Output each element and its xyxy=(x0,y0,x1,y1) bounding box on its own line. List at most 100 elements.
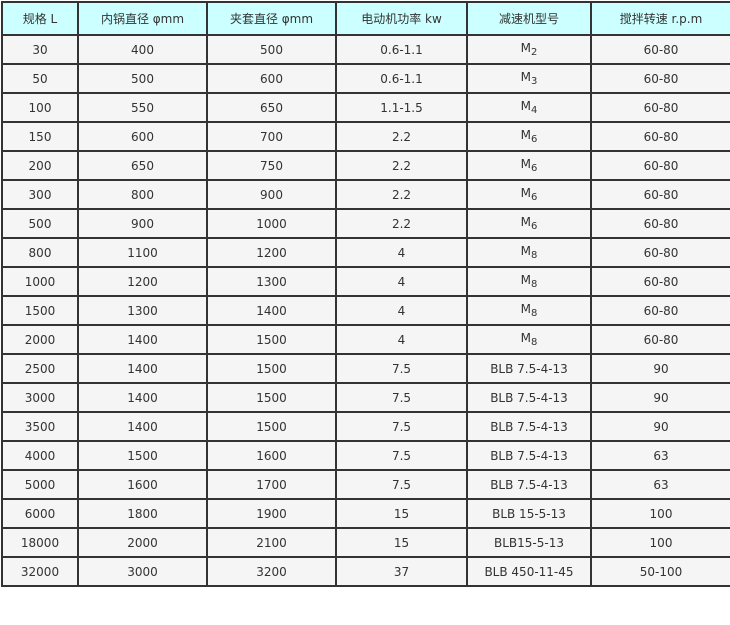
cell-text: M xyxy=(520,273,531,287)
cell-text: 100 xyxy=(649,506,673,521)
cell-inner: 600 xyxy=(77,121,208,152)
cell-power: 2.2 xyxy=(335,179,468,210)
cell-inner: 900 xyxy=(77,208,208,239)
cell-text: 2.2 xyxy=(391,187,412,202)
cell-power: 0.6-1.1 xyxy=(335,34,468,65)
cell-inner: 1100 xyxy=(77,237,208,268)
cell-text: 150 xyxy=(28,129,52,144)
cell-text: 7.5 xyxy=(391,448,412,463)
cell-power: 4 xyxy=(335,266,468,297)
cell-text: 500 xyxy=(260,42,283,57)
cell-text: 4000 xyxy=(24,448,56,463)
cell-text: 5000 xyxy=(24,477,56,492)
cell-text: 2000 xyxy=(127,535,158,550)
cell-text: 32000 xyxy=(20,564,60,579)
cell-text: 1200 xyxy=(127,274,158,289)
cell-text: 4 xyxy=(397,245,406,260)
cell-power: 1.1-1.5 xyxy=(335,92,468,123)
cell-model: BLB 7.5-4-13 xyxy=(466,411,592,442)
cell-text: 90 xyxy=(653,361,669,376)
table-row: 1000 1200 1300 4 M8 60-80 xyxy=(1,266,730,297)
cell-speed: 60-80 xyxy=(590,266,730,297)
cell-spec: 100 xyxy=(1,92,79,123)
model-subscript: 4 xyxy=(530,105,538,116)
cell-power: 2.2 xyxy=(335,150,468,181)
cell-jacket: 1200 xyxy=(206,237,337,268)
cell-text: 0.6-1.1 xyxy=(380,71,423,86)
cell-model: M8 xyxy=(466,324,592,355)
cell-jacket: 650 xyxy=(206,92,337,123)
cell-text: M xyxy=(520,128,531,142)
cell-text: 2.2 xyxy=(391,158,412,173)
cell-text: 900 xyxy=(260,187,283,202)
cell-speed: 90 xyxy=(590,353,730,384)
cell-model: M8 xyxy=(466,266,592,297)
cell-text: 60-80 xyxy=(643,129,679,144)
cell-speed: 90 xyxy=(590,411,730,442)
cell-text: M xyxy=(520,157,531,171)
column-header: 电动机功率 kw xyxy=(335,1,468,36)
cell-jacket: 750 xyxy=(206,150,337,181)
cell-speed: 60-80 xyxy=(590,208,730,239)
cell-speed: 100 xyxy=(590,527,730,558)
cell-text: BLB 7.5-4-13 xyxy=(490,448,568,463)
cell-model: BLB 7.5-4-13 xyxy=(466,353,592,384)
cell-model: M8 xyxy=(466,295,592,326)
cell-text: M xyxy=(520,70,531,84)
cell-model: BLB15-5-13 xyxy=(466,527,592,558)
table-row: 2000 1400 1500 4 M8 60-80 xyxy=(1,324,730,355)
cell-jacket: 1900 xyxy=(206,498,337,529)
table-row: 6000 1800 1900 15 BLB 15-5-13 100 xyxy=(1,498,730,529)
cell-jacket: 2100 xyxy=(206,527,337,558)
cell-speed: 60-80 xyxy=(590,34,730,65)
table-row: 150 600 700 2.2 M6 60-80 xyxy=(1,121,730,152)
model-subscript: 2 xyxy=(530,47,538,58)
cell-text: 50 xyxy=(32,71,48,86)
cell-inner: 3000 xyxy=(77,556,208,587)
cell-text: 1800 xyxy=(127,506,158,521)
header-row: 规格 L 内锅直径 φmm 夹套直径 φmm 电动机功率 kw 减速机型号 搅拌转速 r.… xyxy=(1,1,730,36)
model-subscript: 6 xyxy=(530,134,538,145)
cell-text: 15 xyxy=(393,535,410,550)
cell-spec: 2000 xyxy=(1,324,79,355)
cell-model: M4 xyxy=(466,92,592,123)
cell-text: 60-80 xyxy=(643,332,679,347)
cell-inner: 1300 xyxy=(77,295,208,326)
cell-spec: 2500 xyxy=(1,353,79,384)
cell-text: 2.2 xyxy=(391,129,412,144)
cell-text: 1400 xyxy=(127,419,158,434)
cell-text: BLB 7.5-4-13 xyxy=(490,419,568,434)
cell-jacket: 1400 xyxy=(206,295,337,326)
cell-spec: 200 xyxy=(1,150,79,181)
spec-table: 规格 L 内锅直径 φmm 夹套直径 φmm 电动机功率 kw 减速机型号 搅拌转速 r.… xyxy=(1,1,730,587)
cell-jacket: 1600 xyxy=(206,440,337,471)
cell-power: 37 xyxy=(335,556,468,587)
cell-text: BLB 7.5-4-13 xyxy=(490,361,568,376)
cell-text: 600 xyxy=(260,71,283,86)
cell-spec: 150 xyxy=(1,121,79,152)
cell-inner: 1400 xyxy=(77,411,208,442)
cell-text: 60-80 xyxy=(643,216,679,231)
cell-text: 500 xyxy=(28,216,52,231)
cell-inner: 1400 xyxy=(77,353,208,384)
table-row: 200 650 750 2.2 M6 60-80 xyxy=(1,150,730,181)
model-subscript: 8 xyxy=(530,308,538,319)
cell-text: 1.1-1.5 xyxy=(380,100,423,115)
table-row: 50 500 600 0.6-1.1 M3 60-80 xyxy=(1,63,730,94)
table-row: 1500 1300 1400 4 M8 60-80 xyxy=(1,295,730,326)
cell-text: 2.2 xyxy=(391,216,412,231)
cell-power: 4 xyxy=(335,324,468,355)
cell-text: 1300 xyxy=(127,303,158,318)
cell-inner: 1200 xyxy=(77,266,208,297)
cell-text: 1300 xyxy=(256,274,287,289)
model-subscript: 3 xyxy=(530,76,538,87)
cell-power: 7.5 xyxy=(335,469,468,500)
cell-power: 15 xyxy=(335,527,468,558)
model-subscript: 8 xyxy=(530,279,538,290)
cell-spec: 18000 xyxy=(1,527,79,558)
cell-text: M xyxy=(520,99,531,113)
cell-text: 1400 xyxy=(127,390,158,405)
cell-jacket: 1500 xyxy=(206,382,337,413)
cell-speed: 60-80 xyxy=(590,324,730,355)
cell-text: 1500 xyxy=(256,361,287,376)
